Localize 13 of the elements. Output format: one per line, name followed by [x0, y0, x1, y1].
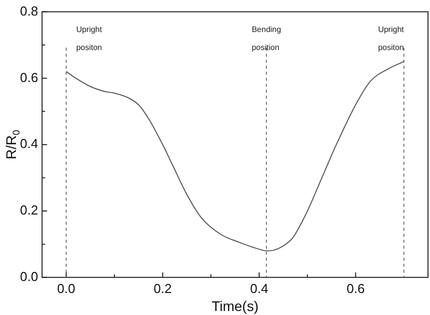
ref-line-label: Bending position — [252, 25, 282, 52]
ref-line-label: Upright positon — [76, 25, 103, 52]
x-axis-title: Time(s) — [212, 298, 258, 314]
x-tick-label: 0.4 — [250, 280, 268, 296]
y-tick-label: 0.4 — [20, 136, 38, 152]
y-tick-label: 0.0 — [20, 268, 38, 284]
x-tick-label: 0.6 — [346, 280, 365, 296]
ref-line-label: Upright positon — [378, 25, 405, 52]
x-tick-label: 0.0 — [57, 280, 76, 296]
x-tick-label: 0.2 — [154, 280, 172, 296]
y-tick-label: 0.6 — [20, 70, 38, 85]
y-tick-label: 0.8 — [20, 3, 38, 18]
y-tick-label: 0.2 — [20, 202, 38, 218]
